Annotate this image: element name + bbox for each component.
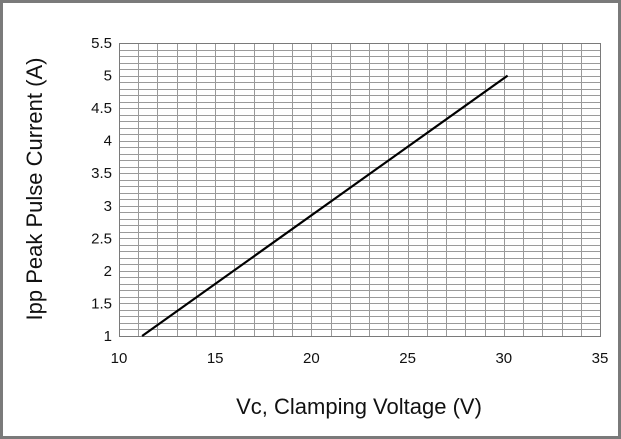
y-tick-label: 1.5 <box>91 295 112 312</box>
y-tick-label: 4.5 <box>91 100 112 117</box>
plot-border <box>119 43 601 337</box>
y-tick-label: 5 <box>104 68 112 85</box>
series-line <box>141 74 509 337</box>
y-tick-label: 4 <box>104 133 112 150</box>
x-tick-label: 25 <box>399 350 416 367</box>
y-tick-label: 2.5 <box>91 230 112 247</box>
y-axis-title: Ipp Peak Pulse Current (A) <box>22 58 47 321</box>
x-tick-label: 35 <box>592 350 609 367</box>
series-lines <box>141 74 509 337</box>
x-axis-title: Vc, Clamping Voltage (V) <box>236 394 482 419</box>
x-tick-label: 30 <box>495 350 512 367</box>
y-tick-label: 3 <box>104 198 112 215</box>
x-tick-labels: 10 15 20 25 30 35 <box>111 350 609 367</box>
x-tick-label: 20 <box>303 350 320 367</box>
x-tick-label: 10 <box>111 350 128 367</box>
y-tick-labels: 1 1.5 2 2.5 3 3.5 4 4.5 5 5.5 <box>91 35 112 345</box>
x-tick-label: 15 <box>207 350 224 367</box>
y-tick-label: 3.5 <box>91 165 112 182</box>
y-tick-label: 2 <box>104 263 112 280</box>
y-tick-label: 1 <box>104 328 112 345</box>
y-tick-label: 5.5 <box>91 35 112 52</box>
grid <box>119 43 601 337</box>
